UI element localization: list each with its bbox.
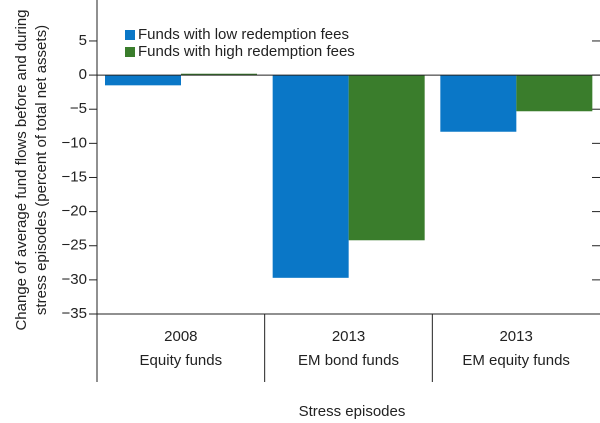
y-axis-label: Change of average fund flows before and … — [13, 9, 30, 330]
x-tick-label: Equity funds — [140, 352, 223, 369]
y-tick-label: −20 — [62, 203, 87, 220]
x-tick-label: 2013 — [499, 328, 532, 345]
y-tick-label: −10 — [62, 134, 87, 151]
y-tick-label: 0 — [79, 66, 87, 83]
y-tick-label: −35 — [62, 305, 87, 322]
x-tick-label: EM equity funds — [462, 352, 570, 369]
y-tick-label: −5 — [70, 100, 87, 117]
legend-label: Funds with high redemption fees — [138, 43, 355, 60]
bar — [272, 75, 349, 278]
bar — [105, 75, 181, 86]
legend-swatch — [125, 30, 135, 40]
legend-label: Funds with low redemption fees — [138, 26, 349, 43]
bar — [516, 75, 593, 112]
x-tick-label: 2013 — [332, 328, 365, 345]
y-tick-label: −30 — [62, 271, 87, 288]
y-axis-label: stress episodes (percent of total net as… — [33, 25, 50, 315]
bar — [440, 75, 517, 132]
y-tick-label: −15 — [62, 168, 87, 185]
x-tick-label: EM bond funds — [298, 352, 399, 369]
y-tick-label: 5 — [79, 32, 87, 49]
y-tick-label: −25 — [62, 237, 87, 254]
bar — [181, 73, 257, 76]
x-tick-label: 2008 — [164, 328, 197, 345]
legend-swatch — [125, 47, 135, 57]
x-axis-label: Stress episodes — [299, 403, 406, 420]
bar — [348, 75, 425, 241]
